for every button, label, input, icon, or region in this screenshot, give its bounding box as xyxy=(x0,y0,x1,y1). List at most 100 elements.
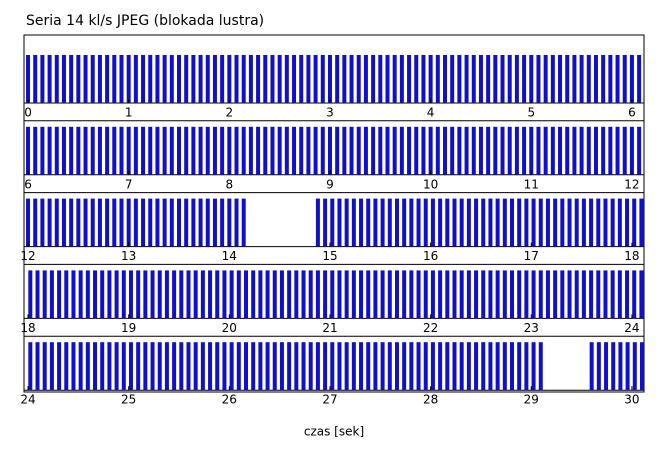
frame-bar xyxy=(215,342,220,391)
frame-bar xyxy=(155,126,160,175)
frame-bar xyxy=(545,198,550,247)
frame-bar xyxy=(495,342,500,391)
frame-bar xyxy=(423,270,428,319)
frame-bar xyxy=(625,198,630,247)
frame-bar xyxy=(632,270,637,319)
frame-bar xyxy=(35,342,40,391)
frame-bar xyxy=(61,126,66,175)
frame-bar xyxy=(169,55,174,103)
frame-bar xyxy=(639,342,644,391)
frame-bar xyxy=(308,270,313,319)
frame-bar xyxy=(306,55,311,103)
frame-bar xyxy=(191,55,196,103)
frame-bar xyxy=(488,198,493,247)
frame-bar xyxy=(517,270,522,319)
frame-bar xyxy=(277,55,282,103)
x-tick-label: 22 xyxy=(423,321,438,335)
x-tick-label: 8 xyxy=(226,177,234,191)
frame-bar xyxy=(402,342,407,391)
frame-bar xyxy=(57,270,62,319)
frame-bar xyxy=(220,126,225,175)
frame-bar xyxy=(164,342,169,391)
frame-bar xyxy=(493,55,498,103)
frame-bar xyxy=(212,55,217,103)
frame-bar xyxy=(639,198,644,247)
frame-bar xyxy=(177,126,181,175)
frame-bar xyxy=(105,55,110,103)
frame-bar xyxy=(373,198,378,247)
frame-bar xyxy=(306,126,311,175)
frame-bar xyxy=(514,55,519,103)
x-tick-label: 1 xyxy=(125,106,133,120)
frame-bar xyxy=(28,270,33,319)
frame-bar xyxy=(172,270,177,319)
frame-bar xyxy=(378,126,383,175)
frame-bar xyxy=(177,198,181,247)
frame-bar xyxy=(421,55,426,103)
x-tick-label: 30 xyxy=(624,393,639,407)
frame-bar xyxy=(486,55,491,103)
frame-bar xyxy=(342,55,347,103)
frame-bar xyxy=(457,126,462,175)
frame-bar xyxy=(579,126,584,175)
frame-bar xyxy=(40,198,45,247)
frame-bar xyxy=(164,270,169,319)
frame-bar xyxy=(323,198,328,247)
frame-bar xyxy=(572,55,577,103)
frame-bar xyxy=(466,198,471,247)
frame-bar xyxy=(478,55,483,103)
frame-bar xyxy=(474,198,479,247)
frame-bar xyxy=(205,198,210,247)
frame-bar xyxy=(136,342,141,391)
frame-bar xyxy=(459,198,464,247)
frame-bar xyxy=(409,198,414,247)
frame-bar xyxy=(69,126,74,175)
frame-bar xyxy=(373,270,378,319)
frame-bar xyxy=(241,126,246,175)
frame-bar xyxy=(143,270,148,319)
frame-bar xyxy=(184,55,189,103)
x-tick-label: 28 xyxy=(423,393,438,407)
frame-bar xyxy=(270,55,275,103)
frame-bar xyxy=(107,342,112,391)
frame-bar xyxy=(241,55,246,103)
frame-bar xyxy=(330,342,335,391)
frame-bar xyxy=(241,198,246,247)
frame-bar xyxy=(236,342,241,391)
frame-bar xyxy=(363,126,368,175)
frame-bar xyxy=(76,126,81,175)
frame-bar xyxy=(200,342,205,391)
frame-bar xyxy=(150,270,155,319)
frame-bar xyxy=(315,198,320,247)
frame-bar xyxy=(342,126,347,175)
x-tick-label: 11 xyxy=(524,177,539,191)
frame-bar xyxy=(83,198,88,247)
frame-bar xyxy=(510,270,515,319)
frame-bar xyxy=(143,342,148,391)
frame-bar xyxy=(71,270,76,319)
frame-bar xyxy=(198,126,203,175)
frame-bar xyxy=(378,55,383,103)
frame-bar xyxy=(495,198,500,247)
frame-bar xyxy=(601,126,606,175)
frame-bar xyxy=(128,342,133,391)
frame-bar xyxy=(270,126,275,175)
frame-bar xyxy=(617,270,622,319)
frame-bar xyxy=(464,55,469,103)
frame-bar xyxy=(251,342,256,391)
frame-bar xyxy=(301,342,306,391)
frame-bar xyxy=(272,342,277,391)
frame-bar xyxy=(308,342,313,391)
frame-bar xyxy=(416,198,421,247)
frame-bar xyxy=(565,126,570,175)
frame-bar xyxy=(344,270,349,319)
frame-bar xyxy=(49,270,54,319)
x-tick-label: 17 xyxy=(524,249,539,263)
frame-bar xyxy=(560,270,565,319)
frame-bar xyxy=(596,342,601,391)
frame-bar xyxy=(572,126,577,175)
frame-bar xyxy=(335,55,340,103)
frame-bar xyxy=(227,55,232,103)
frame-bar xyxy=(205,55,210,103)
frame-bar xyxy=(169,198,174,247)
